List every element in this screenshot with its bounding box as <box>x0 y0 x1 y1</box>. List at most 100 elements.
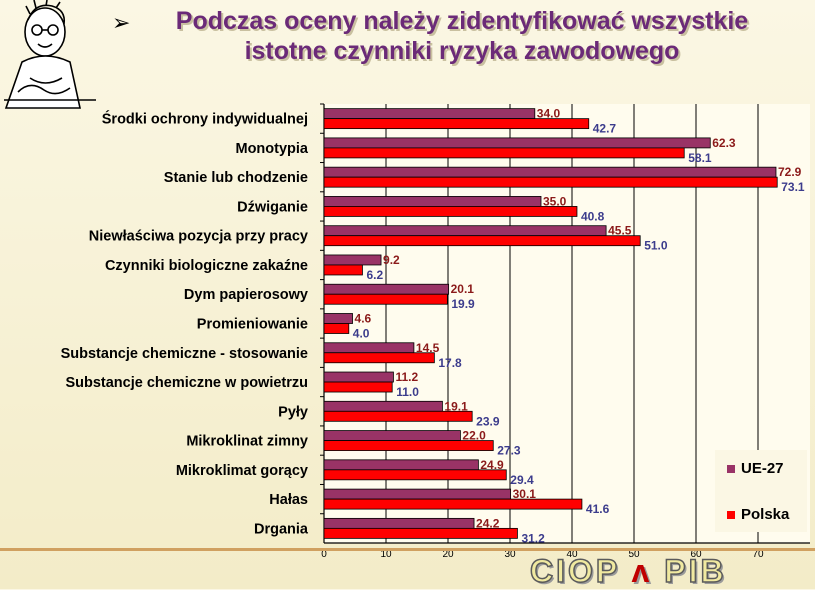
x-tick-label: 70 <box>752 549 764 560</box>
bar-polska <box>323 264 363 276</box>
bar-polska <box>323 206 578 217</box>
bar-ue27 <box>323 166 777 178</box>
data-label-ue27: 22.0 <box>462 429 486 443</box>
footer-divider <box>0 548 815 551</box>
bar-polska <box>323 469 507 481</box>
data-label-ue27: 24.9 <box>480 458 504 472</box>
x-tick-label: 60 <box>690 549 702 560</box>
data-label-ue27: 14.5 <box>416 341 440 355</box>
data-label-ue27: 45.5 <box>608 224 632 238</box>
legend-swatch-polska <box>727 511 735 520</box>
title-line-1: Podczas oceny należy zidentyfikować wszy… <box>175 7 749 35</box>
legend-label-ue27: UE-27 <box>741 460 784 477</box>
bar-polska <box>323 498 583 510</box>
legend: UE-27 Polska <box>715 450 807 532</box>
category-label: Pyły <box>278 404 308 420</box>
data-label-ue27: 34.0 <box>537 107 561 121</box>
x-tick-label: 10 <box>380 549 392 560</box>
bar-ue27 <box>323 137 711 149</box>
x-tick-label: 50 <box>628 549 640 560</box>
arrow-bullet-icon: ➢ <box>112 10 131 35</box>
data-label-polska: 42.7 <box>593 122 617 136</box>
category-label: Drgania <box>254 521 309 537</box>
category-label: Dźwiganie <box>237 199 308 215</box>
data-label-ue27: 11.2 <box>395 370 418 384</box>
bar-polska <box>323 293 448 305</box>
bar-ue27 <box>323 225 607 237</box>
data-label-polska: 31.2 <box>521 531 545 545</box>
data-label-ue27: 30.1 <box>513 487 537 501</box>
data-label-ue27: 19.1 <box>444 399 468 413</box>
category-label: Hałas <box>269 492 308 508</box>
category-label: Dym papierosowy <box>184 287 308 303</box>
category-label: Mikroklinat zimny <box>186 434 308 450</box>
bar-ue27 <box>323 196 542 207</box>
bar-polska <box>323 381 393 393</box>
category-label: Niewłaściwa pozycja przy pracy <box>89 229 308 245</box>
bar-polska <box>323 410 473 422</box>
category-label: Substancje chemiczne - stosowanie <box>61 346 308 362</box>
bar-ue27 <box>323 283 450 295</box>
bar-ue27 <box>323 342 415 354</box>
data-label-polska: 40.8 <box>581 209 605 223</box>
category-label: Czynniki biologiczne zakaźne <box>105 258 308 274</box>
data-label-polska: 11.0 <box>396 385 419 399</box>
bar-ue27 <box>323 517 475 529</box>
data-label-ue27: 62.3 <box>712 136 736 150</box>
data-label-polska: 17.8 <box>438 356 462 370</box>
data-label-ue27: 72.9 <box>778 165 802 179</box>
bar-polska <box>323 176 778 188</box>
data-label-polska: 73.1 <box>781 180 805 194</box>
data-label-ue27: 35.0 <box>543 194 567 208</box>
data-label-polska: 6.2 <box>366 268 383 282</box>
legend-label-polska: Polska <box>741 506 790 523</box>
bar-ue27 <box>323 313 353 324</box>
data-label-polska: 29.4 <box>510 473 534 487</box>
bar-polska <box>323 527 518 539</box>
data-label-polska: 19.9 <box>451 297 475 311</box>
category-label: Substancje chemiczne w powietrzu <box>65 375 308 391</box>
bar-ue27 <box>323 371 394 383</box>
category-label: Promieniowanie <box>197 317 308 333</box>
data-label-polska: 27.3 <box>497 444 521 458</box>
bar-polska <box>323 118 590 130</box>
bar-polska <box>323 440 494 451</box>
cartoon-person-illustration <box>4 0 96 109</box>
bar-ue27 <box>323 488 512 500</box>
bar-polska <box>323 352 435 364</box>
data-label-polska: 23.9 <box>476 414 500 428</box>
x-tick-label: 40 <box>566 549 578 560</box>
category-label: Monotypia <box>236 141 309 157</box>
data-label-ue27: 4.6 <box>355 312 372 326</box>
legend-swatch-ue27 <box>727 465 735 474</box>
bar-ue27 <box>323 430 461 441</box>
bar-ue27 <box>323 459 479 471</box>
data-label-polska: 58.1 <box>688 151 712 165</box>
data-label-polska: 41.6 <box>586 502 610 516</box>
logo-figure-icon: ʌ <box>631 553 653 589</box>
bar-polska <box>323 323 350 334</box>
data-label-ue27: 9.2 <box>383 253 400 267</box>
bar-polska <box>323 235 641 247</box>
slide-title: ➢ Podczas oceny należy zidentyfikować ws… <box>112 6 812 66</box>
category-label: Środki ochrony indywidualnej <box>102 110 308 128</box>
x-tick-label: 20 <box>442 549 454 560</box>
legend-item-ue27: UE-27 <box>727 460 784 477</box>
title-line-2: istotne czynniki ryzyka zawodowego <box>244 37 680 65</box>
legend-item-polska: Polska <box>727 506 789 523</box>
data-label-ue27: 24.2 <box>476 516 500 530</box>
ciop-pib-logo: CIOP ʌ PIB <box>529 552 810 590</box>
bar-ue27 <box>323 400 443 412</box>
logo-text-right: PIB <box>663 552 727 590</box>
bar-ue27 <box>323 254 382 266</box>
data-label-ue27: 20.1 <box>451 282 475 296</box>
x-tick-label: 30 <box>504 549 516 560</box>
data-label-polska: 51.0 <box>644 239 668 253</box>
bar-ue27 <box>323 108 536 120</box>
bar-polska <box>323 147 685 159</box>
logo-text-left: CIOP <box>529 552 620 590</box>
x-tick-label: 0 <box>321 549 327 560</box>
category-label: Mikroklimat gorący <box>176 463 308 479</box>
data-label-polska: 4.0 <box>353 327 370 341</box>
